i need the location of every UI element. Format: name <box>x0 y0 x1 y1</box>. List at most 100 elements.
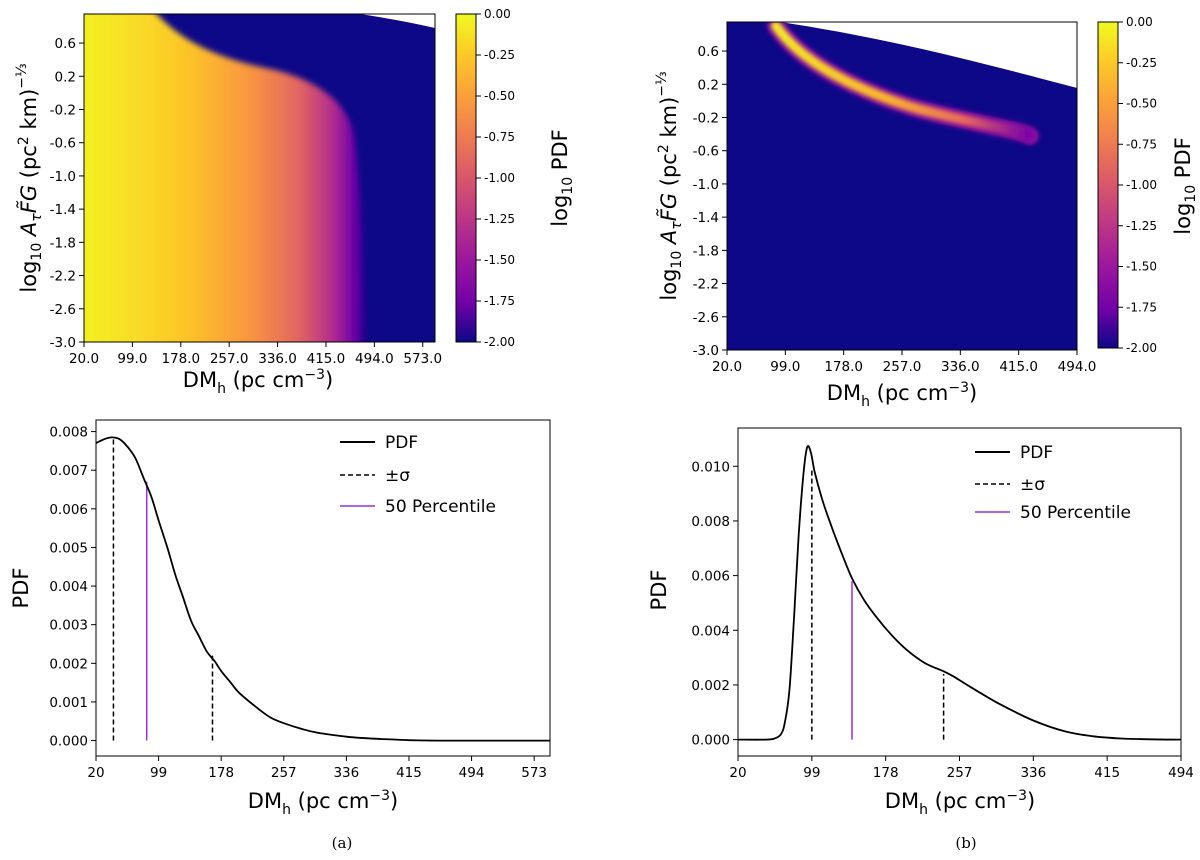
heatmap-a-yticks: 0.6 0.2 -0.2 -0.6 -1.0 -1.4 -1.8 -2.2 -2.6 -3.0 <box>50 36 84 351</box>
xtick-label: 336 <box>1020 765 1046 781</box>
ytick-label: -0.6 <box>693 144 719 160</box>
colorbar-tick-label: -1.00 <box>1126 178 1157 192</box>
colorbar-b: 0.00 -0.25 -0.50 -0.75 -1.00 -1.25 -1.50 -1.75 -… <box>1097 15 1199 355</box>
caption-b: (b) <box>955 834 976 852</box>
colorbar-tick-label: -2.00 <box>1126 341 1157 355</box>
ytick-label: 0.008 <box>691 514 730 530</box>
xtick-label: 415.0 <box>307 351 346 367</box>
ytick-label: -0.2 <box>693 110 719 126</box>
colorbar-tick-label: -0.50 <box>484 89 515 103</box>
ytick-label: -2.2 <box>693 277 719 293</box>
ytick-label: -1.4 <box>693 210 719 226</box>
xtick-label: 494 <box>459 765 485 781</box>
colorbar-tick-label: -0.75 <box>484 130 515 144</box>
ytick-label: 0.006 <box>49 502 88 518</box>
ytick-label: 0.004 <box>49 579 88 595</box>
ytick-label: 0.6 <box>55 36 76 52</box>
xtick-label: 178 <box>208 765 234 781</box>
pdf-curve <box>95 436 551 742</box>
line-chart-a-ylabel: PDF <box>9 568 33 609</box>
xtick-label: 20 <box>87 765 104 781</box>
xtick-label: 415 <box>396 765 422 781</box>
line-chart-a-yticks: 0.008 0.007 0.006 0.005 0.004 0.003 0.002 0.001… <box>49 425 96 750</box>
heatmap-b: 20.0 99.0 178.0 257.0 336.0 415.0 494.0 0.6 0.2… <box>654 21 1096 410</box>
line-chart-b-xlabel: DMh (pc cm−3) <box>885 788 1035 818</box>
pdf-curve <box>737 444 1182 741</box>
heatmap-a-ylabel: log10 AτF̃G (pc2 km)−⅓ <box>14 63 45 292</box>
colorbar-tick-label: -0.25 <box>484 48 515 62</box>
ytick-label: 0.006 <box>691 569 730 585</box>
xtick-label: 20.0 <box>69 351 99 367</box>
xtick-label: 494.0 <box>355 351 394 367</box>
colorbar-tick-label: -1.25 <box>484 212 515 226</box>
line-chart-b-marks <box>737 444 1182 741</box>
legend-a-median-label: 50 Percentile <box>385 497 496 517</box>
colorbar-tick-label: -1.75 <box>484 294 515 308</box>
colorbar-tick-label: -1.50 <box>484 253 515 267</box>
legend-b: PDF ±σ 50 Percentile <box>975 443 1131 523</box>
xtick-label: 178 <box>873 765 899 781</box>
colorbar-tick-label: -0.75 <box>1126 137 1157 151</box>
ytick-label: -1.8 <box>693 243 719 259</box>
colorbar-tick-label: -0.50 <box>1126 97 1157 111</box>
line-chart-a-marks <box>95 436 551 742</box>
xtick-label: 99 <box>803 765 820 781</box>
xtick-label: 99.0 <box>117 351 147 367</box>
heatmap-a: 20.0 99.0 178.0 257.0 336.0 415.0 494.0 573.0 0… <box>14 13 442 397</box>
line-chart-a: 20 99 178 257 336 415 494 573 0.0080.0070.0060.… <box>9 419 551 818</box>
xtick-label: 257 <box>947 765 973 781</box>
line-chart-b-ylabel: PDF <box>647 570 671 611</box>
ytick-label: -1.4 <box>50 202 76 218</box>
ytick-label: -2.6 <box>693 310 719 326</box>
xtick-label: 573.0 <box>403 351 442 367</box>
colorbar-a-ticks: 0.00 -0.25 -0.50 -0.75 -1.00 -1.25 -1.50 -1.75 -… <box>476 7 515 349</box>
colorbar-b-ticks: 0.00 -0.25 -0.50 -0.75 -1.00 -1.25 -1.50 -1.75 -… <box>1118 15 1157 355</box>
ytick-label: -1.0 <box>693 177 719 193</box>
ytick-label: 0.004 <box>691 623 730 639</box>
heatmap-b-xticks: 20.0 99.0 178.0 257.0 336.0 415.0 494.0 <box>712 350 1096 375</box>
ytick-label: 0.000 <box>691 733 730 749</box>
line-chart-a-xlabel: DMh (pc cm−3) <box>248 788 398 818</box>
ytick-label: 0.001 <box>49 695 88 711</box>
colorbar-tick-label: 0.00 <box>1126 15 1153 29</box>
heatmap-a-xlabel: DMh (pc cm−3) <box>183 367 333 397</box>
legend-a: PDF ±σ 50 Percentile <box>340 433 496 517</box>
xtick-label: 178.0 <box>824 359 863 375</box>
colorbar-a-label: log10 PDF <box>548 129 576 226</box>
ytick-label: 0.000 <box>49 734 88 750</box>
ytick-label: 0.2 <box>698 77 719 93</box>
ytick-label: 0.008 <box>49 425 88 441</box>
colorbar-tick-label: -0.25 <box>1126 56 1157 70</box>
xtick-label: 20 <box>729 765 746 781</box>
heatmap-b-arc <box>771 22 1033 140</box>
heatmap-a-xticks: 20.0 99.0 178.0 257.0 336.0 415.0 494.0 573.0 <box>69 342 442 367</box>
legend-b-pdf-label: PDF <box>1020 443 1053 463</box>
colorbar-tick-label: -2.00 <box>484 335 515 349</box>
ytick-label: -3.0 <box>50 335 76 351</box>
legend-b-median-label: 50 Percentile <box>1020 503 1131 523</box>
xtick-label: 178.0 <box>161 351 200 367</box>
ytick-label: 0.003 <box>49 618 88 634</box>
xtick-label: 257 <box>271 765 297 781</box>
colorbar-tick-label: -1.00 <box>484 171 515 185</box>
xtick-label: 573 <box>521 765 547 781</box>
xtick-label: 494.0 <box>1058 359 1097 375</box>
ytick-label: -2.2 <box>50 269 76 285</box>
legend-a-pdf-label: PDF <box>385 433 418 453</box>
heatmap-a-bright-region <box>84 14 367 342</box>
ytick-label: -1.8 <box>50 235 76 251</box>
line-chart-a-frame <box>95 419 551 757</box>
colorbar-tick-label: 0.00 <box>484 7 511 21</box>
colorbar-tick-label: -1.25 <box>1126 219 1157 233</box>
ytick-label: -3.0 <box>693 343 719 359</box>
ytick-label: 0.2 <box>55 69 76 85</box>
xtick-label: 494 <box>1168 765 1194 781</box>
ytick-label: 0.002 <box>691 678 730 694</box>
heatmap-a-frame <box>83 13 436 343</box>
ytick-label: 0.007 <box>49 463 88 479</box>
ytick-label: 0.6 <box>698 44 719 60</box>
line-chart-b-yticks: 0.010 0.008 0.006 0.004 0.002 0.000 <box>691 459 738 749</box>
colorbar-tick-label: -1.50 <box>1126 260 1157 274</box>
xtick-label: 336 <box>333 765 359 781</box>
